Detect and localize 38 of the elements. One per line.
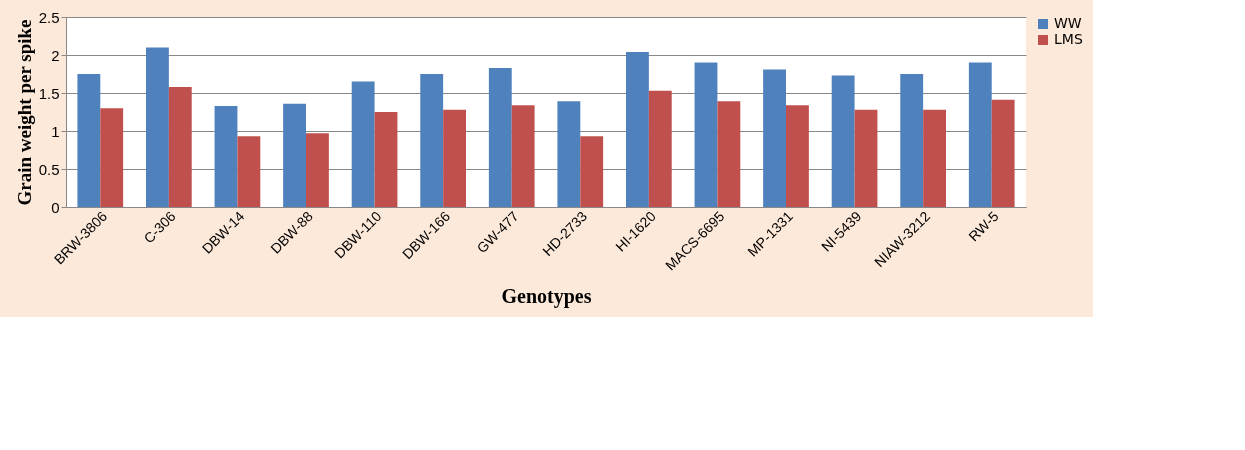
legend-label: WW — [1054, 15, 1082, 31]
bar — [283, 103, 306, 207]
bar — [214, 105, 238, 207]
bar — [763, 69, 786, 207]
bar — [168, 86, 192, 207]
y-tick-label: 0.5 — [38, 160, 60, 178]
y-tick-label: 1 — [51, 122, 60, 140]
bar — [488, 67, 512, 207]
bar — [100, 108, 124, 207]
y-tick-label: 1.5 — [38, 84, 60, 102]
y-tick-label: 2.5 — [38, 8, 60, 26]
bar — [854, 109, 878, 207]
bar — [900, 74, 924, 207]
bar — [968, 62, 992, 207]
bar — [694, 62, 718, 207]
bar — [717, 101, 741, 207]
bar — [351, 81, 375, 207]
y-axis-title: Grain weight per spike — [13, 19, 35, 206]
bar — [146, 47, 169, 207]
bar — [580, 136, 604, 207]
y-tick-label: 2 — [51, 46, 60, 64]
bar — [786, 105, 809, 207]
bar — [648, 90, 672, 207]
legend-label: LMS — [1054, 31, 1083, 47]
bar — [237, 136, 261, 207]
y-tick-label: 0 — [51, 198, 60, 216]
bar — [77, 74, 101, 207]
bar — [626, 51, 649, 207]
bar — [443, 109, 466, 207]
bar — [991, 99, 1015, 207]
bar — [557, 101, 581, 207]
bar — [306, 133, 329, 207]
x-axis-title: Genotypes — [501, 285, 592, 309]
bar — [374, 112, 398, 207]
bar — [923, 109, 946, 207]
bar — [420, 74, 444, 207]
bar — [511, 105, 535, 207]
bar — [831, 75, 855, 207]
